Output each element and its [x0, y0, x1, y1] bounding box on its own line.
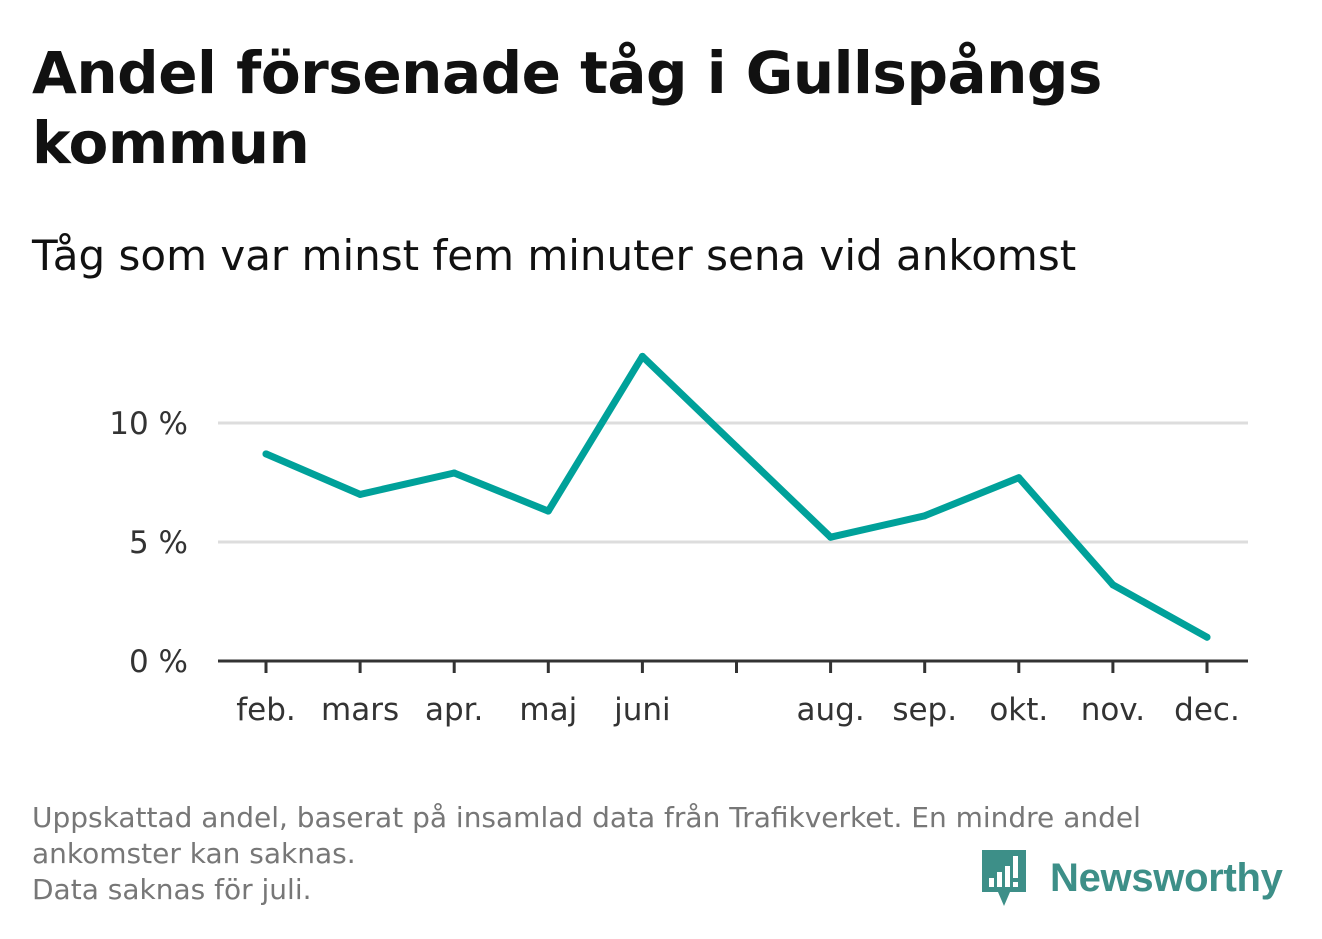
- data-point: [1203, 633, 1211, 641]
- y-tick-label: 5 %: [129, 525, 188, 561]
- x-axis: [218, 659, 1248, 673]
- data-point: [356, 490, 364, 498]
- footnote-line: Uppskattad andel, baserat på insamlad da…: [32, 801, 1141, 834]
- footnote-line: Data saknas för juli.: [32, 873, 312, 906]
- x-tick-label: okt.: [989, 692, 1048, 728]
- x-tick-label: aug.: [797, 692, 865, 728]
- data-point: [450, 469, 458, 477]
- x-tick-label: juni: [613, 692, 671, 728]
- x-tick-label: sep.: [892, 692, 957, 728]
- y-tick-label: 10 %: [109, 406, 188, 442]
- data-point: [262, 450, 270, 458]
- brand-name: Newsworthy: [1050, 855, 1283, 900]
- line-chart: 0 % 5 % 10 % feb. mars apr. maj juni aug. sep. okt…: [109, 352, 1248, 728]
- series-line: [262, 352, 1211, 641]
- data-point: [1015, 474, 1023, 482]
- data-point: [921, 512, 929, 520]
- data-point: [544, 507, 552, 515]
- x-tick-label: mars: [321, 692, 399, 728]
- x-tick-label: apr.: [425, 692, 483, 728]
- x-tick-label: maj: [519, 692, 577, 728]
- data-point: [1109, 581, 1117, 589]
- y-tick-label: 0 %: [129, 644, 188, 680]
- x-tick-label: nov.: [1081, 692, 1145, 728]
- chart-title: Andel försenade tåg i Gullspångs kommun: [32, 39, 1102, 177]
- x-tick-label: dec.: [1174, 692, 1240, 728]
- newsworthy-logo-icon: [982, 850, 1026, 906]
- data-point: [733, 443, 740, 451]
- chart-subtitle: Tåg som var minst fem minuter sena vid a…: [32, 231, 1077, 280]
- footnote-line: ankomster kan saknas.: [32, 837, 356, 870]
- data-point: [827, 533, 835, 541]
- x-tick-label: feb.: [236, 692, 296, 728]
- chart-footnote: Uppskattad andel, baserat på insamlad da…: [32, 800, 1282, 908]
- series: [262, 352, 1211, 641]
- data-point: [638, 352, 646, 360]
- tick-labels: 0 % 5 % 10 % feb. mars apr. maj juni aug. sep. okt…: [109, 406, 1240, 728]
- newsworthy-logo: Newsworthy: [980, 848, 1283, 908]
